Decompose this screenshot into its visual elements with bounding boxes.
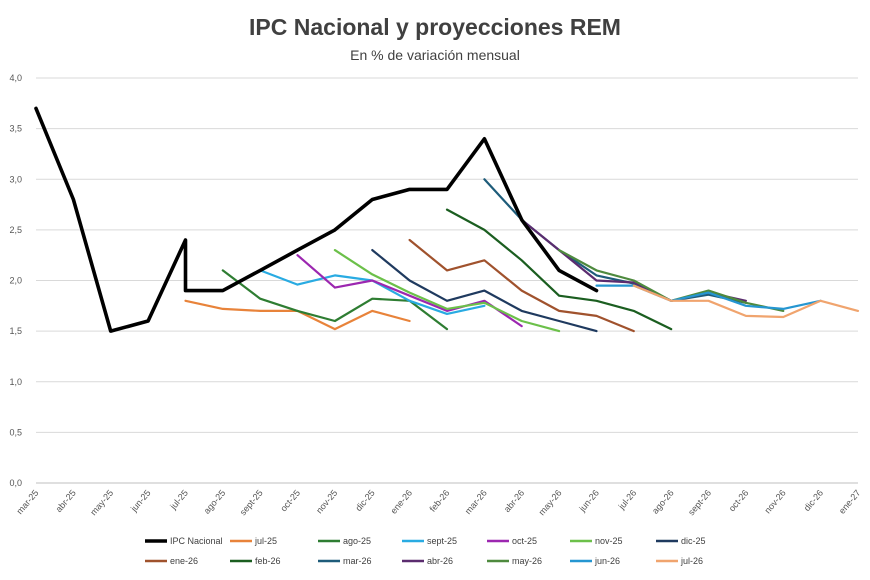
series-line-jun-26 — [595, 284, 822, 310]
y-tick-label: 3,0 — [9, 174, 22, 184]
legend-label: ago-25 — [343, 536, 371, 546]
series-line-dic-25 — [371, 249, 598, 333]
series-line-jul-26 — [632, 284, 860, 319]
x-tick-label: dic-26 — [802, 488, 825, 513]
x-tick-label: nov-26 — [762, 488, 787, 516]
series-line-ene-26 — [408, 238, 635, 333]
x-tick-label: ene-27 — [837, 488, 863, 516]
legend-label: IPC Nacional — [170, 536, 223, 546]
x-tick-label: sept-26 — [686, 488, 713, 517]
x-tick-label: sept-25 — [238, 488, 265, 517]
legend-label: sept-25 — [427, 536, 457, 546]
x-tick-label: jun-26 — [577, 488, 601, 514]
legend-label: jul-25 — [254, 536, 277, 546]
legend-label: mar-26 — [343, 556, 372, 566]
x-tick-label: may-25 — [88, 488, 115, 517]
chart-subtitle: En % de variación mensual — [350, 47, 520, 63]
x-tick-label: may-26 — [537, 488, 564, 517]
y-tick-label: 0,0 — [9, 478, 22, 488]
legend-label: oct-25 — [512, 536, 537, 546]
x-tick-label: ene-26 — [388, 488, 414, 516]
x-tick-label: oct-25 — [278, 488, 302, 514]
series-lines — [34, 106, 860, 333]
legend-label: may-26 — [512, 556, 542, 566]
series-line-oct-25 — [296, 254, 523, 328]
series-line-abr-26 — [520, 218, 748, 302]
y-tick-label: 1,0 — [9, 377, 22, 387]
series-line-ipc-nacional — [34, 106, 599, 333]
series-line-jul-25 — [184, 299, 411, 331]
y-tick-label: 0,5 — [9, 427, 22, 437]
chart-title: IPC Nacional y proyecciones REM — [249, 14, 621, 40]
series-line-ago-25 — [221, 269, 449, 331]
y-tick-label: 2,0 — [9, 276, 22, 286]
legend-label: jul-26 — [680, 556, 703, 566]
legend-label: dic-25 — [681, 536, 706, 546]
x-tick-label: ago-25 — [202, 488, 228, 516]
series-line-mar-26 — [483, 178, 748, 304]
x-tick-label: jun-25 — [128, 488, 152, 514]
x-tick-label: dic-25 — [353, 488, 376, 513]
series-line-feb-26 — [445, 208, 673, 331]
legend-label: feb-26 — [255, 556, 281, 566]
x-tick-label: abr-25 — [54, 488, 78, 514]
y-tick-label: 4,0 — [9, 73, 22, 83]
x-tick-label: oct-26 — [727, 488, 751, 514]
series-line-nov-25 — [333, 249, 561, 333]
y-tick-label: 1,5 — [9, 326, 22, 336]
x-tick-label: nov-25 — [314, 488, 339, 516]
legend-label: nov-25 — [595, 536, 623, 546]
legend: IPC Nacional jul-25 ago-25 sept-25 oct-25 nov… — [145, 536, 706, 566]
x-tick-label: mar-25 — [15, 488, 41, 516]
legend-label: ene-26 — [170, 556, 198, 566]
x-tick-label: jul-26 — [616, 488, 638, 512]
y-tick-label: 3,5 — [9, 124, 22, 134]
gridlines — [36, 77, 858, 484]
x-tick-label: mar-26 — [463, 488, 489, 516]
x-tick-label: abr-26 — [502, 488, 526, 514]
x-tick-label: ago-26 — [650, 488, 676, 516]
x-tick-label: feb-26 — [427, 488, 451, 514]
y-tick-label: 2,5 — [9, 225, 22, 235]
x-tick-label: jul-25 — [168, 488, 190, 512]
x-axis-ticks: mar-25 abr-25 may-25 jun-25 jul-25 ago-25 sept… — [15, 488, 863, 517]
y-axis-ticks: 0,0 0,5 1,0 1,5 2,0 2,5 3,0 3,5 4,0 — [9, 73, 22, 488]
legend-label: jun-26 — [594, 556, 620, 566]
legend-label: abr-26 — [427, 556, 453, 566]
